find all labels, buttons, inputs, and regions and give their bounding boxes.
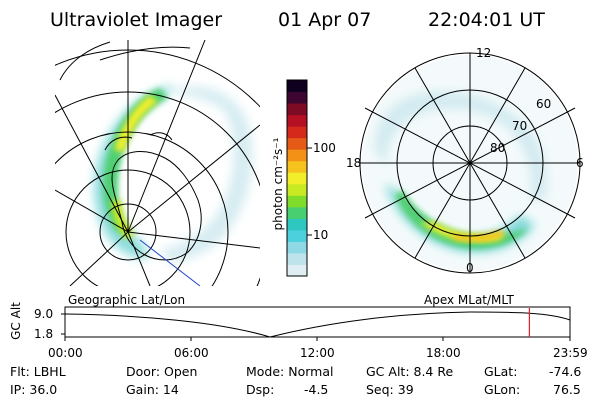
colorbar-swatch <box>287 114 307 127</box>
timeline-frame <box>64 306 571 338</box>
timeline-xtick-0000: 00:00 <box>48 346 83 360</box>
colorbar-swatch <box>287 241 307 254</box>
mlat-label-70: 70 <box>512 119 528 133</box>
timeline-xtick-1800: 18:00 <box>426 346 461 360</box>
timeline-xtick-0600: 06:00 <box>174 346 209 360</box>
colorbar-swatch <box>287 183 307 196</box>
mag-panel-label: Apex MLat/MLT <box>424 293 514 307</box>
glat-value: -74.6 <box>549 364 582 379</box>
coastline-fragment <box>104 132 173 151</box>
ip-value: IP: 36.0 <box>10 382 58 397</box>
mlt-label-12: 12 <box>476 46 492 60</box>
filter-value: Flt: LBHL <box>10 364 66 379</box>
colorbar-swatch <box>287 160 307 173</box>
door-status: Door: Open <box>126 364 198 379</box>
colorbar-swatch <box>287 126 307 139</box>
geo-panel-label: Geographic Lat/Lon <box>68 293 186 307</box>
glon-value: 76.5 <box>553 382 581 397</box>
geo-grid <box>55 40 260 286</box>
colorbar-swatch <box>287 137 307 150</box>
geographic-panel <box>55 40 260 286</box>
timeline-ytick-max: 9.0 <box>34 307 54 321</box>
mode-value: Mode: Normal <box>246 364 334 379</box>
mlt-label-6: 6 <box>576 156 584 170</box>
colorbar-unit-label: photon cm⁻²s⁻¹ <box>271 137 285 231</box>
geo-aurora-emission <box>94 85 253 263</box>
colorbar-swatch <box>287 195 307 208</box>
timeline-ytick-min: 1.8 <box>34 327 54 341</box>
image-time: 22:04:01 UT <box>428 9 545 31</box>
colorbar-swatch <box>287 229 307 242</box>
colorbar-swatch <box>287 103 307 116</box>
colorbar-swatch <box>287 91 307 104</box>
timeline-ylabel: GC Alt <box>9 302 23 340</box>
gc-alt-value: GC Alt: 8.4 Re <box>366 364 454 379</box>
instrument-title: Ultraviolet Imager <box>50 9 223 31</box>
glon-label: GLon: <box>484 382 521 397</box>
colorbar-swatch <box>287 218 307 231</box>
terminator-line <box>139 239 201 286</box>
altitude-timeline <box>61 306 571 341</box>
mlat-label-80: 80 <box>490 141 506 155</box>
image-date: 01 Apr 07 <box>278 9 372 31</box>
colorbar-swatch <box>287 80 307 93</box>
mlat-label-60: 60 <box>536 97 552 111</box>
colorbar-tick-100: 100 <box>313 141 336 155</box>
colorbar-tick-10: 10 <box>313 228 329 242</box>
colorbar-swatches <box>287 80 307 277</box>
glat-label: GLat: <box>484 364 518 379</box>
gain-value: Gain: 14 <box>126 382 179 397</box>
colorbar-swatch <box>287 172 307 185</box>
colorbar-swatch <box>287 252 307 265</box>
dsp-value: -4.5 <box>304 382 329 397</box>
mlt-label-18: 18 <box>346 156 362 170</box>
timeline-xtick-1200: 12:00 <box>300 346 335 360</box>
colorbar <box>286 79 312 277</box>
altitude-curve <box>64 311 571 338</box>
colorbar-swatch <box>287 149 307 162</box>
mlt-label-0: 0 <box>466 261 474 275</box>
seq-value: Seq: 39 <box>366 382 414 397</box>
dsp-label: Dsp: <box>246 382 275 397</box>
magnetic-polar-panel <box>359 52 581 274</box>
mag-grid <box>359 52 581 274</box>
colorbar-swatch <box>287 264 307 277</box>
timeline-xtick-2359: 23:59 <box>553 346 588 360</box>
colorbar-swatch <box>287 206 307 219</box>
